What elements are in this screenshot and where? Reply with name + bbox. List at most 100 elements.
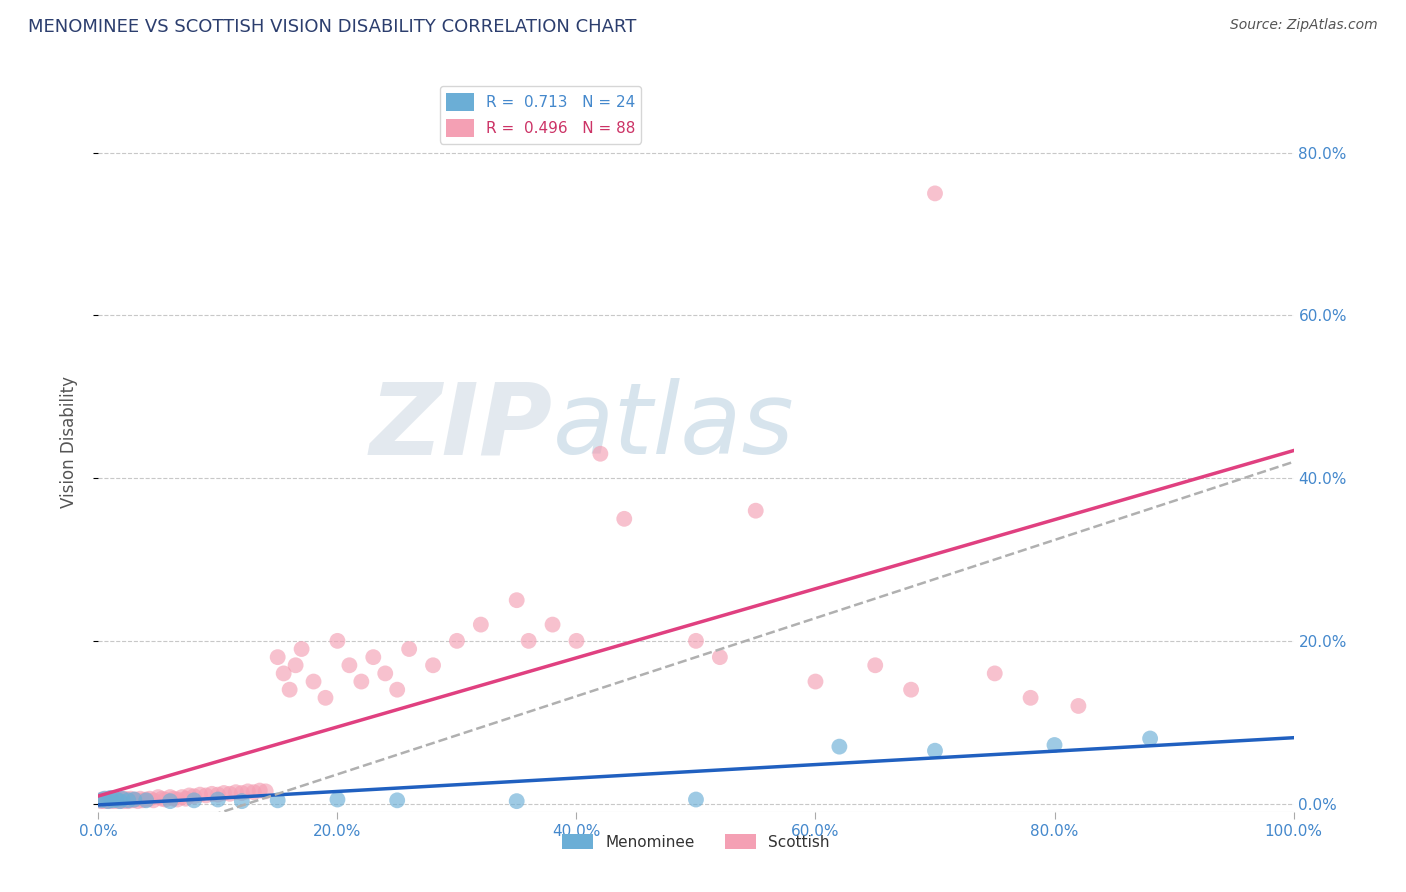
- Point: [589, 447, 612, 461]
- Point: [984, 666, 1007, 681]
- Point: [111, 792, 134, 806]
- Point: [291, 642, 314, 657]
- Point: [124, 792, 146, 806]
- Point: [302, 674, 325, 689]
- Point: [159, 790, 181, 805]
- Point: [278, 682, 301, 697]
- Point: [115, 792, 138, 806]
- Point: [104, 791, 127, 805]
- Point: [107, 794, 129, 808]
- Point: [207, 792, 229, 806]
- Point: [1139, 731, 1161, 746]
- Text: atlas: atlas: [553, 378, 794, 475]
- Point: [219, 787, 242, 801]
- Point: [828, 739, 851, 754]
- Point: [103, 794, 125, 808]
- Point: [326, 633, 349, 648]
- Point: [93, 791, 115, 805]
- Point: [148, 790, 170, 805]
- Point: [142, 793, 165, 807]
- Point: [115, 793, 138, 807]
- Point: [98, 794, 121, 808]
- Point: [110, 793, 132, 807]
- Point: [924, 186, 946, 201]
- Point: [98, 791, 122, 805]
- Point: [174, 791, 197, 805]
- Point: [506, 593, 529, 607]
- Point: [107, 792, 129, 806]
- Point: [212, 786, 235, 800]
- Point: [339, 658, 361, 673]
- Point: [924, 744, 946, 758]
- Point: [124, 792, 146, 806]
- Point: [90, 793, 112, 807]
- Point: [97, 794, 120, 808]
- Point: [105, 792, 128, 806]
- Point: [273, 666, 295, 681]
- Point: [506, 794, 529, 808]
- Point: [709, 650, 731, 665]
- Point: [159, 794, 181, 808]
- Point: [105, 793, 128, 807]
- Point: [315, 690, 337, 705]
- Point: [101, 793, 124, 807]
- Point: [112, 794, 135, 808]
- Point: [108, 791, 131, 805]
- Point: [114, 791, 136, 805]
- Point: [422, 658, 444, 673]
- Point: [1019, 690, 1042, 705]
- Point: [90, 794, 112, 808]
- Point: [385, 682, 409, 697]
- Point: [135, 792, 157, 806]
- Point: [111, 791, 134, 805]
- Point: [131, 793, 153, 807]
- Point: [745, 504, 768, 518]
- Point: [267, 793, 290, 807]
- Point: [398, 642, 420, 657]
- Point: [139, 791, 162, 805]
- Point: [236, 784, 259, 798]
- Point: [188, 788, 211, 802]
- Text: ZIP: ZIP: [370, 378, 553, 475]
- Point: [613, 512, 636, 526]
- Point: [117, 793, 139, 807]
- Point: [254, 784, 277, 798]
- Point: [101, 792, 124, 806]
- Point: [117, 794, 139, 808]
- Point: [96, 793, 118, 807]
- Text: MENOMINEE VS SCOTTISH VISION DISABILITY CORRELATION CHART: MENOMINEE VS SCOTTISH VISION DISABILITY …: [28, 18, 637, 36]
- Point: [385, 793, 409, 807]
- Point: [374, 666, 396, 681]
- Point: [865, 658, 887, 673]
- Point: [267, 650, 290, 665]
- Point: [183, 793, 205, 807]
- Point: [135, 793, 157, 807]
- Point: [122, 793, 145, 807]
- Point: [94, 791, 117, 805]
- Point: [1067, 698, 1090, 713]
- Point: [91, 793, 114, 807]
- Point: [129, 791, 152, 805]
- Point: [166, 792, 188, 806]
- Point: [225, 785, 247, 799]
- Point: [195, 789, 218, 803]
- Y-axis label: Vision Disability: Vision Disability: [59, 376, 77, 508]
- Point: [565, 633, 588, 648]
- Point: [127, 794, 149, 808]
- Point: [446, 633, 468, 648]
- Point: [120, 791, 142, 805]
- Point: [172, 790, 194, 805]
- Point: [243, 785, 266, 799]
- Text: Source: ZipAtlas.com: Source: ZipAtlas.com: [1230, 18, 1378, 32]
- Point: [155, 792, 177, 806]
- Point: [183, 789, 205, 804]
- Point: [207, 788, 229, 802]
- Point: [685, 633, 707, 648]
- Point: [93, 794, 115, 808]
- Point: [201, 787, 224, 801]
- Point: [363, 650, 385, 665]
- Point: [517, 633, 540, 648]
- Point: [541, 617, 564, 632]
- Point: [163, 791, 186, 805]
- Point: [685, 792, 707, 806]
